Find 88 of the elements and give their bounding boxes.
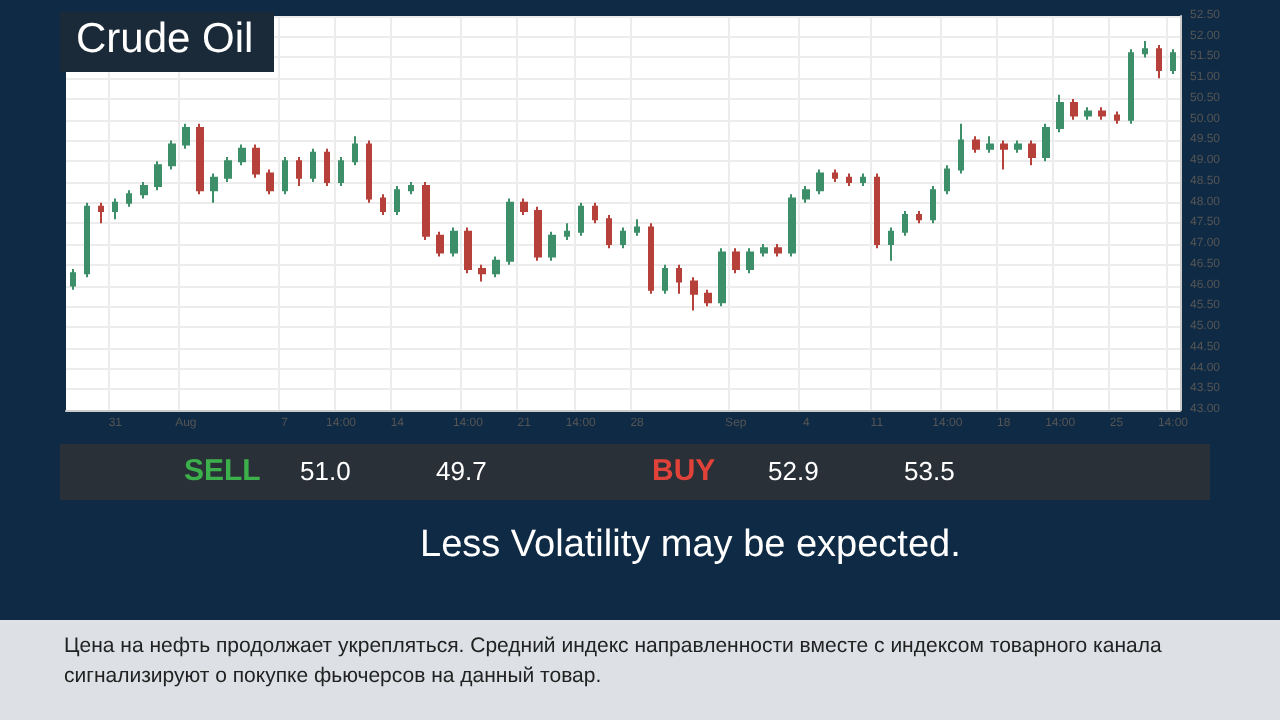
candlestick — [1098, 106, 1106, 121]
candlestick — [774, 243, 782, 258]
candlestick — [394, 185, 400, 217]
text: Цена на нефть продолжает укрепляться. Средний индекс направленности вместе с индексом товарного канала сигнализируют о покупке фьючерсов на данный товар. — [64, 632, 1164, 692]
candlestick — [620, 226, 626, 250]
candlestick — [676, 263, 682, 295]
candlestick — [408, 180, 414, 196]
candlestick — [478, 263, 486, 283]
candlestick — [958, 122, 964, 175]
candlestick — [352, 135, 358, 167]
candlestick — [84, 201, 90, 279]
candlestick — [802, 185, 810, 204]
candlestick — [492, 255, 500, 279]
text: 53.5 — [904, 456, 955, 486]
candlestick — [534, 205, 542, 262]
candlestick — [592, 201, 598, 225]
text: 49.7 — [436, 456, 487, 486]
candlestick — [196, 122, 204, 196]
candlestick — [1142, 39, 1148, 59]
candlestick — [238, 143, 246, 167]
candlestick — [98, 201, 104, 225]
text: SELL — [184, 454, 261, 488]
candlestick — [816, 168, 824, 196]
candlestick — [690, 276, 698, 312]
candlestick — [1114, 110, 1120, 125]
candlestick — [746, 247, 754, 275]
candlestick — [846, 172, 852, 188]
candlestick — [324, 147, 330, 188]
candlestick — [1042, 122, 1050, 163]
candlestick — [282, 156, 288, 196]
candlestick — [760, 243, 768, 258]
candlestick — [648, 222, 654, 295]
candlestick — [464, 226, 472, 275]
text: Less Volatility may be expected. — [420, 524, 961, 568]
candlestick — [972, 135, 980, 154]
candlestick — [578, 201, 584, 237]
candlestick — [888, 226, 894, 262]
chart-title: Crude Oil — [60, 12, 274, 72]
text: BUY — [652, 454, 716, 488]
candlestick — [310, 147, 316, 183]
candlestick — [1156, 44, 1162, 80]
candlestick — [860, 172, 866, 188]
candlestick — [366, 139, 372, 204]
candlestick — [266, 168, 274, 196]
candlestick — [1000, 139, 1008, 171]
candlestick — [520, 197, 528, 217]
candlestick — [986, 135, 994, 154]
candlestick — [564, 222, 570, 241]
candlestick — [1128, 48, 1134, 125]
candlestick — [788, 193, 796, 258]
candlestick — [126, 189, 132, 208]
candlestick — [874, 172, 880, 250]
candlestick — [548, 230, 556, 262]
candlestick — [916, 209, 922, 225]
candlestick — [606, 214, 612, 250]
candlestick — [1170, 48, 1176, 76]
candlestick — [112, 197, 118, 221]
candlestick — [252, 143, 260, 179]
candlestick — [704, 288, 712, 308]
candlestick — [224, 156, 232, 183]
candlestick — [168, 139, 176, 171]
candlestick — [422, 180, 430, 241]
candlestick — [930, 185, 936, 225]
text: 51.0 — [300, 456, 351, 486]
candlestick — [338, 156, 344, 188]
candlestick — [1014, 139, 1022, 154]
candlestick — [70, 267, 76, 291]
candlestick — [210, 172, 218, 204]
candlestick — [154, 160, 162, 192]
candlestick — [1070, 97, 1078, 121]
candlestick — [1084, 106, 1092, 121]
candlestick — [1056, 93, 1064, 134]
candlestick — [634, 218, 640, 237]
candlestick — [902, 209, 908, 237]
candlestick — [1028, 139, 1036, 167]
candlestick — [732, 247, 740, 275]
candlestick — [380, 193, 386, 217]
candlestick — [944, 164, 950, 196]
candlestick — [436, 230, 444, 258]
candlestick — [662, 263, 668, 295]
text: 52.9 — [768, 456, 819, 486]
candlestick — [718, 247, 726, 308]
candlestick — [182, 122, 190, 150]
candlestick — [450, 226, 458, 258]
candlestick — [296, 156, 302, 188]
candlestick — [506, 197, 514, 266]
candlestick — [140, 180, 148, 200]
candlestick — [832, 168, 838, 183]
